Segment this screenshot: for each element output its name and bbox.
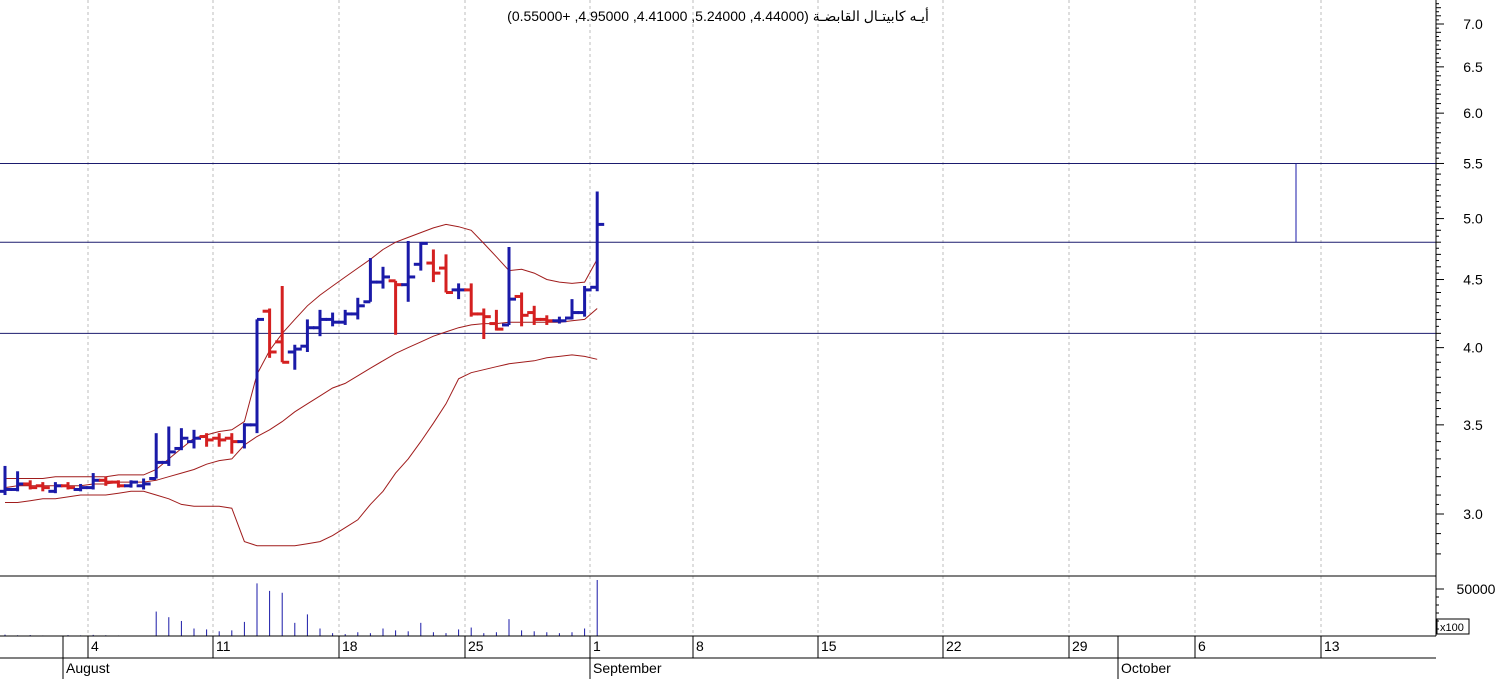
x-day-label: 25 xyxy=(468,638,484,654)
ohlc-bar xyxy=(161,426,176,466)
volume-tick-label: 50000 xyxy=(1457,581,1496,597)
ohlc-bar xyxy=(35,482,50,492)
ohlc-bar xyxy=(514,292,529,327)
bollinger-bands xyxy=(4,223,598,547)
y-tick-label: 5.5 xyxy=(1463,155,1483,171)
x-day-label: 18 xyxy=(342,638,358,654)
ohlc-bar xyxy=(451,283,466,300)
y-tick-label: 6.0 xyxy=(1463,105,1483,121)
y-tick-label: 6.5 xyxy=(1463,59,1483,75)
ohlc-bar xyxy=(388,279,403,335)
y-tick-label: 4.0 xyxy=(1463,340,1483,356)
y-tick-label: 7.0 xyxy=(1463,16,1483,32)
x-day-label: 29 xyxy=(1072,638,1088,654)
y-tick-label: 5.0 xyxy=(1463,211,1483,227)
ohlc-bar xyxy=(136,478,151,490)
ohlc-bar xyxy=(237,423,252,449)
ohlc-bar xyxy=(224,433,239,454)
x-day-label: 8 xyxy=(696,638,704,654)
x-day-label: 13 xyxy=(1324,638,1340,654)
ohlc-bar xyxy=(476,308,491,340)
x-month-label: September xyxy=(593,660,662,676)
ohlc-bar xyxy=(10,471,25,492)
x-month-label: October xyxy=(1121,660,1171,676)
ohlc-bar xyxy=(48,482,63,494)
x-day-label: 6 xyxy=(1198,638,1206,654)
ohlc-bar xyxy=(174,428,189,451)
ohlc-bar xyxy=(464,283,479,317)
ohlc-bar xyxy=(489,309,504,331)
x-day-label: 15 xyxy=(821,638,837,654)
ohlc-bar xyxy=(0,465,12,496)
ohlc-bar xyxy=(439,254,453,295)
y-tick-label: 4.5 xyxy=(1463,272,1483,288)
ohlc-bar xyxy=(300,319,315,352)
ohlc-bar xyxy=(313,309,327,337)
ohlc-bar xyxy=(23,480,38,490)
ohlc-bar xyxy=(61,482,75,490)
ohlc-bar xyxy=(376,266,390,289)
ohlc-bar xyxy=(124,480,138,488)
ohlc-bar xyxy=(363,258,378,304)
ohlc-bar xyxy=(111,480,126,488)
bollinger-lower-band xyxy=(5,354,598,547)
bollinger-upper-band xyxy=(5,223,598,479)
volume-multiplier-box xyxy=(1436,618,1470,635)
price-bars xyxy=(0,191,605,496)
ohlc-bar xyxy=(250,317,264,434)
chart-title: أيـه كابيتـال القابضـة (4.44000, 5.24000… xyxy=(507,6,929,24)
volume-multiplier-label: x100 xyxy=(1440,622,1464,634)
y-tick-label: 3.0 xyxy=(1463,506,1483,522)
ohlc-bar xyxy=(577,285,592,317)
ohlc-bar xyxy=(413,241,428,271)
ohlc-bar xyxy=(275,285,290,364)
bollinger-middle-band xyxy=(4,308,598,489)
ohlc-bar xyxy=(187,429,201,449)
ohlc-bar xyxy=(350,297,365,320)
x-day-label: 4 xyxy=(91,638,99,654)
support-resistance-lines xyxy=(0,162,1436,334)
ohlc-bar xyxy=(338,309,353,325)
ohlc-bar xyxy=(426,249,441,283)
x-day-label: 1 xyxy=(593,638,601,654)
ohlc-bar xyxy=(262,308,277,358)
ohlc-bar xyxy=(287,344,302,370)
ohlc-bar xyxy=(401,240,416,302)
ohlc-bar xyxy=(590,191,605,292)
ohlc-bar xyxy=(212,433,227,447)
grid xyxy=(87,0,1322,636)
ohlc-bar xyxy=(539,315,554,325)
y-tick-label: 3.5 xyxy=(1463,417,1483,433)
volume-bars xyxy=(4,580,598,636)
chart-frame xyxy=(0,0,1437,659)
x-day-label: 22 xyxy=(946,638,962,654)
ohlc-bar xyxy=(552,316,567,324)
ohlc-bar xyxy=(199,433,214,447)
x-month-label: August xyxy=(66,660,110,676)
ohlc-bar xyxy=(502,247,516,327)
ohlc-bar xyxy=(565,299,579,320)
x-day-label: 11 xyxy=(216,638,231,654)
ohlc-bar xyxy=(325,312,340,327)
